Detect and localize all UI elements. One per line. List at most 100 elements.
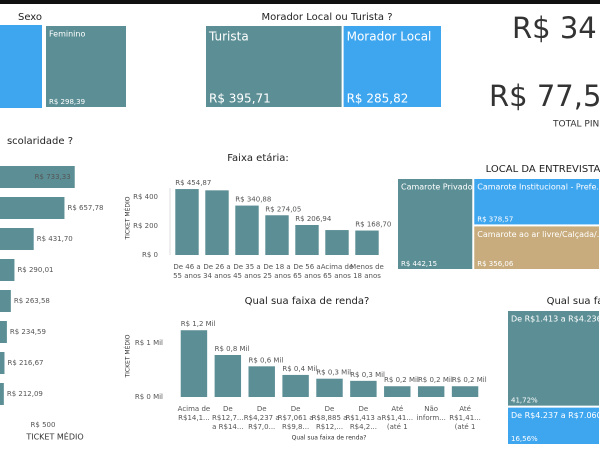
data-label: R$ 454,87 [175,179,211,187]
bar [417,386,445,397]
chart-title: Sexo [18,12,42,23]
axis-title: TICKET MÉDIO [124,334,132,378]
x-tick-label: De 35 a 45 anos [233,263,261,280]
treemap-tile [343,26,441,107]
bar [175,189,199,255]
tile-label: Camarote Institucional - Prefe... [477,183,600,192]
data-label: R$ 290,01 [17,266,53,274]
treemap-tile [508,311,599,406]
bar [295,224,319,255]
tile-cropped [0,25,42,108]
x-tick-label: De R$7,061 a R$9,8... [278,405,314,431]
data-label: R$ 0,3 Mil [350,371,385,379]
bar [0,197,65,219]
y-tick-label: R$ 1 Mil [135,339,163,347]
kpi-value: R$ 34 [512,11,597,45]
tile-value: R$ 378,57 [477,215,513,223]
bar [205,190,229,255]
data-label: R$ 168,70 [355,221,391,229]
data-label: R$ 431,70 [37,235,73,243]
y-tick-label: R$ 0 Mil [135,393,163,401]
bar [384,386,411,397]
chart-title: Qual sua faixa de renda? [245,296,370,307]
x-tick-label: De R$4,237 a R$7,0... [244,405,280,431]
x-tick-label: De R$12,7... a R$14... [212,405,244,431]
chart-title: Qual sua fa [547,296,600,307]
y-tick-label: R$ 0 [142,251,158,259]
kpi-label: TOTAL PIN [552,120,599,130]
tile-label: De R$4.237 a R$7.060 (3... [511,411,600,420]
data-label: R$ 234,59 [10,328,46,336]
tile-label: Morador Local [347,30,432,44]
x-tick-label: De 26 a 34 anos [203,263,231,280]
treemap-tile [398,179,473,269]
bar [214,355,242,397]
x-tick-label: Até R$1,41... (até 1 [381,405,413,431]
tile-label: Camarote Privado e... [401,183,488,192]
data-label: R$ 216,67 [7,359,43,367]
x-tick-label: Menos de 18 anos [350,263,384,280]
bar [0,321,7,343]
y-tick-label: R$ 400 [133,193,158,201]
data-label: R$ 0,2 Mil [418,376,453,384]
data-label: R$ 733,33 [35,173,71,181]
tile-value: R$ 442,15 [401,260,437,268]
data-label: R$ 657,78 [67,204,103,212]
data-label: R$ 206,94 [295,215,332,223]
chart-title: scolaridade ? [7,136,73,147]
treemap-tile [46,26,126,107]
treemap-tile [206,26,342,107]
x-tick-label: De 56 a 65 anos [293,263,321,280]
data-label: R$ 0,4 Mil [282,365,317,373]
data-label: R$ 274,05 [265,205,301,213]
tile-value: R$ 298,39 [49,98,85,106]
bar [0,228,34,250]
y-tick-label: R$ 200 [133,222,158,230]
tile-label: Camarote ao ar livre/Calçada/... [477,230,600,239]
bar [325,230,349,255]
treemap-tile [474,226,599,269]
bar [0,259,15,281]
bar [316,378,343,397]
axis-title: TICKET MÉDIO [25,431,83,442]
data-label: R$ 212,09 [7,390,43,398]
x-tick-label: De 18 a 25 anos [263,263,291,280]
chart-title: LOCAL DA ENTREVISTA [486,164,600,175]
bar [355,230,379,255]
x-tick-label: Não inform... [416,405,445,422]
data-label: R$ 0,3 Mil [316,369,351,377]
x-tick-label: De R$1,413 a R$4,2... [345,405,381,431]
tile-value: R$ 285,82 [347,92,409,106]
bar [451,386,479,397]
bar [0,290,11,312]
data-label: R$ 263,58 [14,297,50,305]
x-tick-label: De R$8,885 a R$12,... [312,405,348,431]
tile-value: R$ 395,71 [209,92,271,106]
data-label: R$ 0,8 Mil [215,345,250,353]
x-tick-label: Acima de 65 anos [321,263,354,280]
bar [0,352,5,374]
kpi-value: R$ 77,5 [489,79,600,113]
axis-title: Qual sua faixa de renda? [292,435,367,442]
tile-label: Feminino [49,30,85,39]
x-tick-label: Até R$1,41... (até 1 [449,405,481,431]
tile-value: R$ 356,06 [477,260,514,268]
data-label: R$ 340,88 [235,196,271,204]
axis-title: TICKET MÉDIO [124,196,132,240]
tile-value: 16,56% [511,435,538,443]
tile-value: 41,72% [511,397,538,405]
bar [350,380,377,397]
x-tick-label: Acima de R$14,1... [178,405,211,422]
bar [248,366,275,397]
bar [0,166,75,188]
chart-title: Morador Local ou Turista ? [261,12,392,23]
data-label: R$ 0,6 Mil [249,356,284,364]
bar [0,383,4,405]
x-tick-label: De 46 a 55 anos [173,263,201,280]
top-bar [0,0,600,4]
bar [282,374,309,397]
x-tick-label: R$ 500 [31,421,56,429]
data-label: R$ 0,2 Mil [384,376,419,384]
treemap-tile [474,179,599,225]
